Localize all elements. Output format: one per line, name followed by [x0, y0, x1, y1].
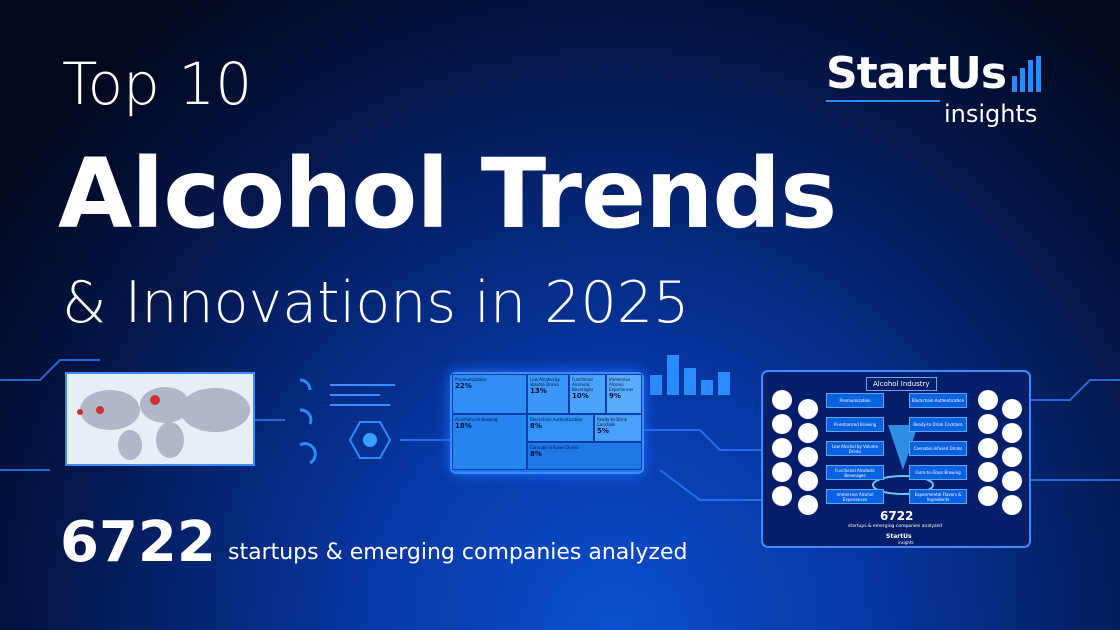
- treemap: Premiumization 22% Low Alcohol by Volume D…: [450, 372, 644, 474]
- treemap-label: AI-enhanced Brewing: [455, 417, 498, 422]
- logo-circle: [978, 486, 998, 506]
- trend-box: Cannabis-Infused Drinks: [909, 441, 967, 456]
- treemap-value: 10%: [572, 392, 589, 400]
- trend-box: Immersive Alcohol Experiences: [826, 489, 884, 504]
- logo-circle: [772, 462, 792, 482]
- logo-circle: [798, 399, 818, 419]
- logo-circle: [798, 447, 818, 467]
- trend-box: Experimental Flavors & Ingredients: [909, 489, 967, 504]
- trend-box: Blockchain Authentication: [909, 393, 967, 408]
- logo-circle: [1002, 399, 1022, 419]
- logo-circle: [772, 414, 792, 434]
- treemap-value: 8%: [530, 422, 542, 430]
- logo-circle: [1002, 423, 1022, 443]
- logo-circle: [772, 486, 792, 506]
- treemap-value: 13%: [530, 387, 547, 395]
- infographic-brand: StartUs: [886, 533, 912, 540]
- logo-circle: [1002, 495, 1022, 515]
- logo-circle: [1002, 471, 1022, 491]
- treemap-label: Blockchain Authentication: [530, 417, 583, 422]
- treemap-value: 18%: [455, 422, 472, 430]
- infographic-sub: insights: [898, 540, 914, 545]
- logo-circle: [978, 414, 998, 434]
- treemap-cell: AI-enhanced Brewing 18%: [452, 414, 527, 470]
- infographic-caption: startups & emerging companies analyzed: [848, 524, 942, 529]
- treemap-label: Functional Alcoholic Beverages: [572, 377, 594, 392]
- title-main: Alcohol Trends: [58, 138, 837, 250]
- trend-box: Low Alcohol by Volume Drinks: [826, 441, 884, 456]
- treemap-cell: Cannabis-Infused Drinks 8%: [527, 442, 642, 470]
- infographic-number: 6722: [880, 509, 914, 523]
- trend-box: Farm-to-Glass Brewing: [909, 465, 967, 480]
- treemap-cell: Ready-to-Drink Cocktails 5%: [594, 414, 642, 442]
- treemap-cell: Premiumization 22%: [452, 374, 527, 414]
- trend-box: AI-enhanced Brewing: [826, 417, 884, 432]
- logo-circle: [978, 438, 998, 458]
- treemap-label: Immersive Alcohol Experiences: [609, 377, 634, 392]
- infographic-title: Alcohol Industry: [866, 377, 937, 391]
- logo-circle: [798, 471, 818, 491]
- infographic: Alcohol Industry 6722 startups & emergin…: [762, 371, 1030, 547]
- treemap-label: Ready-to-Drink Cocktails: [597, 417, 628, 427]
- treemap-cell: Low Alcohol by Volume Drinks 13%: [527, 374, 569, 414]
- treemap-value: 8%: [530, 450, 542, 458]
- treemap-value: 22%: [455, 382, 472, 390]
- treemap-label: Premiumization: [455, 377, 487, 382]
- logo-circle: [772, 390, 792, 410]
- trend-box: Premiumization: [826, 393, 884, 408]
- treemap-value: 5%: [597, 427, 609, 435]
- logo-brand: StartUs: [826, 48, 1007, 99]
- treemap-label: Low Alcohol by Volume Drinks: [530, 377, 560, 387]
- treemap-label: Cannabis-Infused Drinks: [530, 445, 579, 450]
- logo-circle: [798, 495, 818, 515]
- stat-caption: startups & emerging companies analyzed: [228, 540, 688, 565]
- treemap-cell: Immersive Alcohol Experiences 9%: [606, 374, 642, 414]
- title-line: & Innovations in 2025: [62, 270, 690, 336]
- title-line: Top 10: [62, 50, 253, 118]
- trend-box: Functional Alcoholic Beverages: [826, 465, 884, 480]
- logo-circle: [978, 462, 998, 482]
- trend-box: Ready-to-Drink Cocktails: [909, 417, 967, 432]
- stat-number: 6722: [60, 510, 216, 575]
- treemap-cell: Functional Alcoholic Beverages 10%: [569, 374, 606, 414]
- logo-circle: [798, 423, 818, 443]
- logo-circle: [772, 438, 792, 458]
- logo-circle: [978, 390, 998, 410]
- logo-sub: insights: [944, 100, 1038, 128]
- treemap-value: 9%: [609, 392, 621, 400]
- treemap-cell: Blockchain Authentication 8%: [527, 414, 594, 442]
- logo-circle: [1002, 447, 1022, 467]
